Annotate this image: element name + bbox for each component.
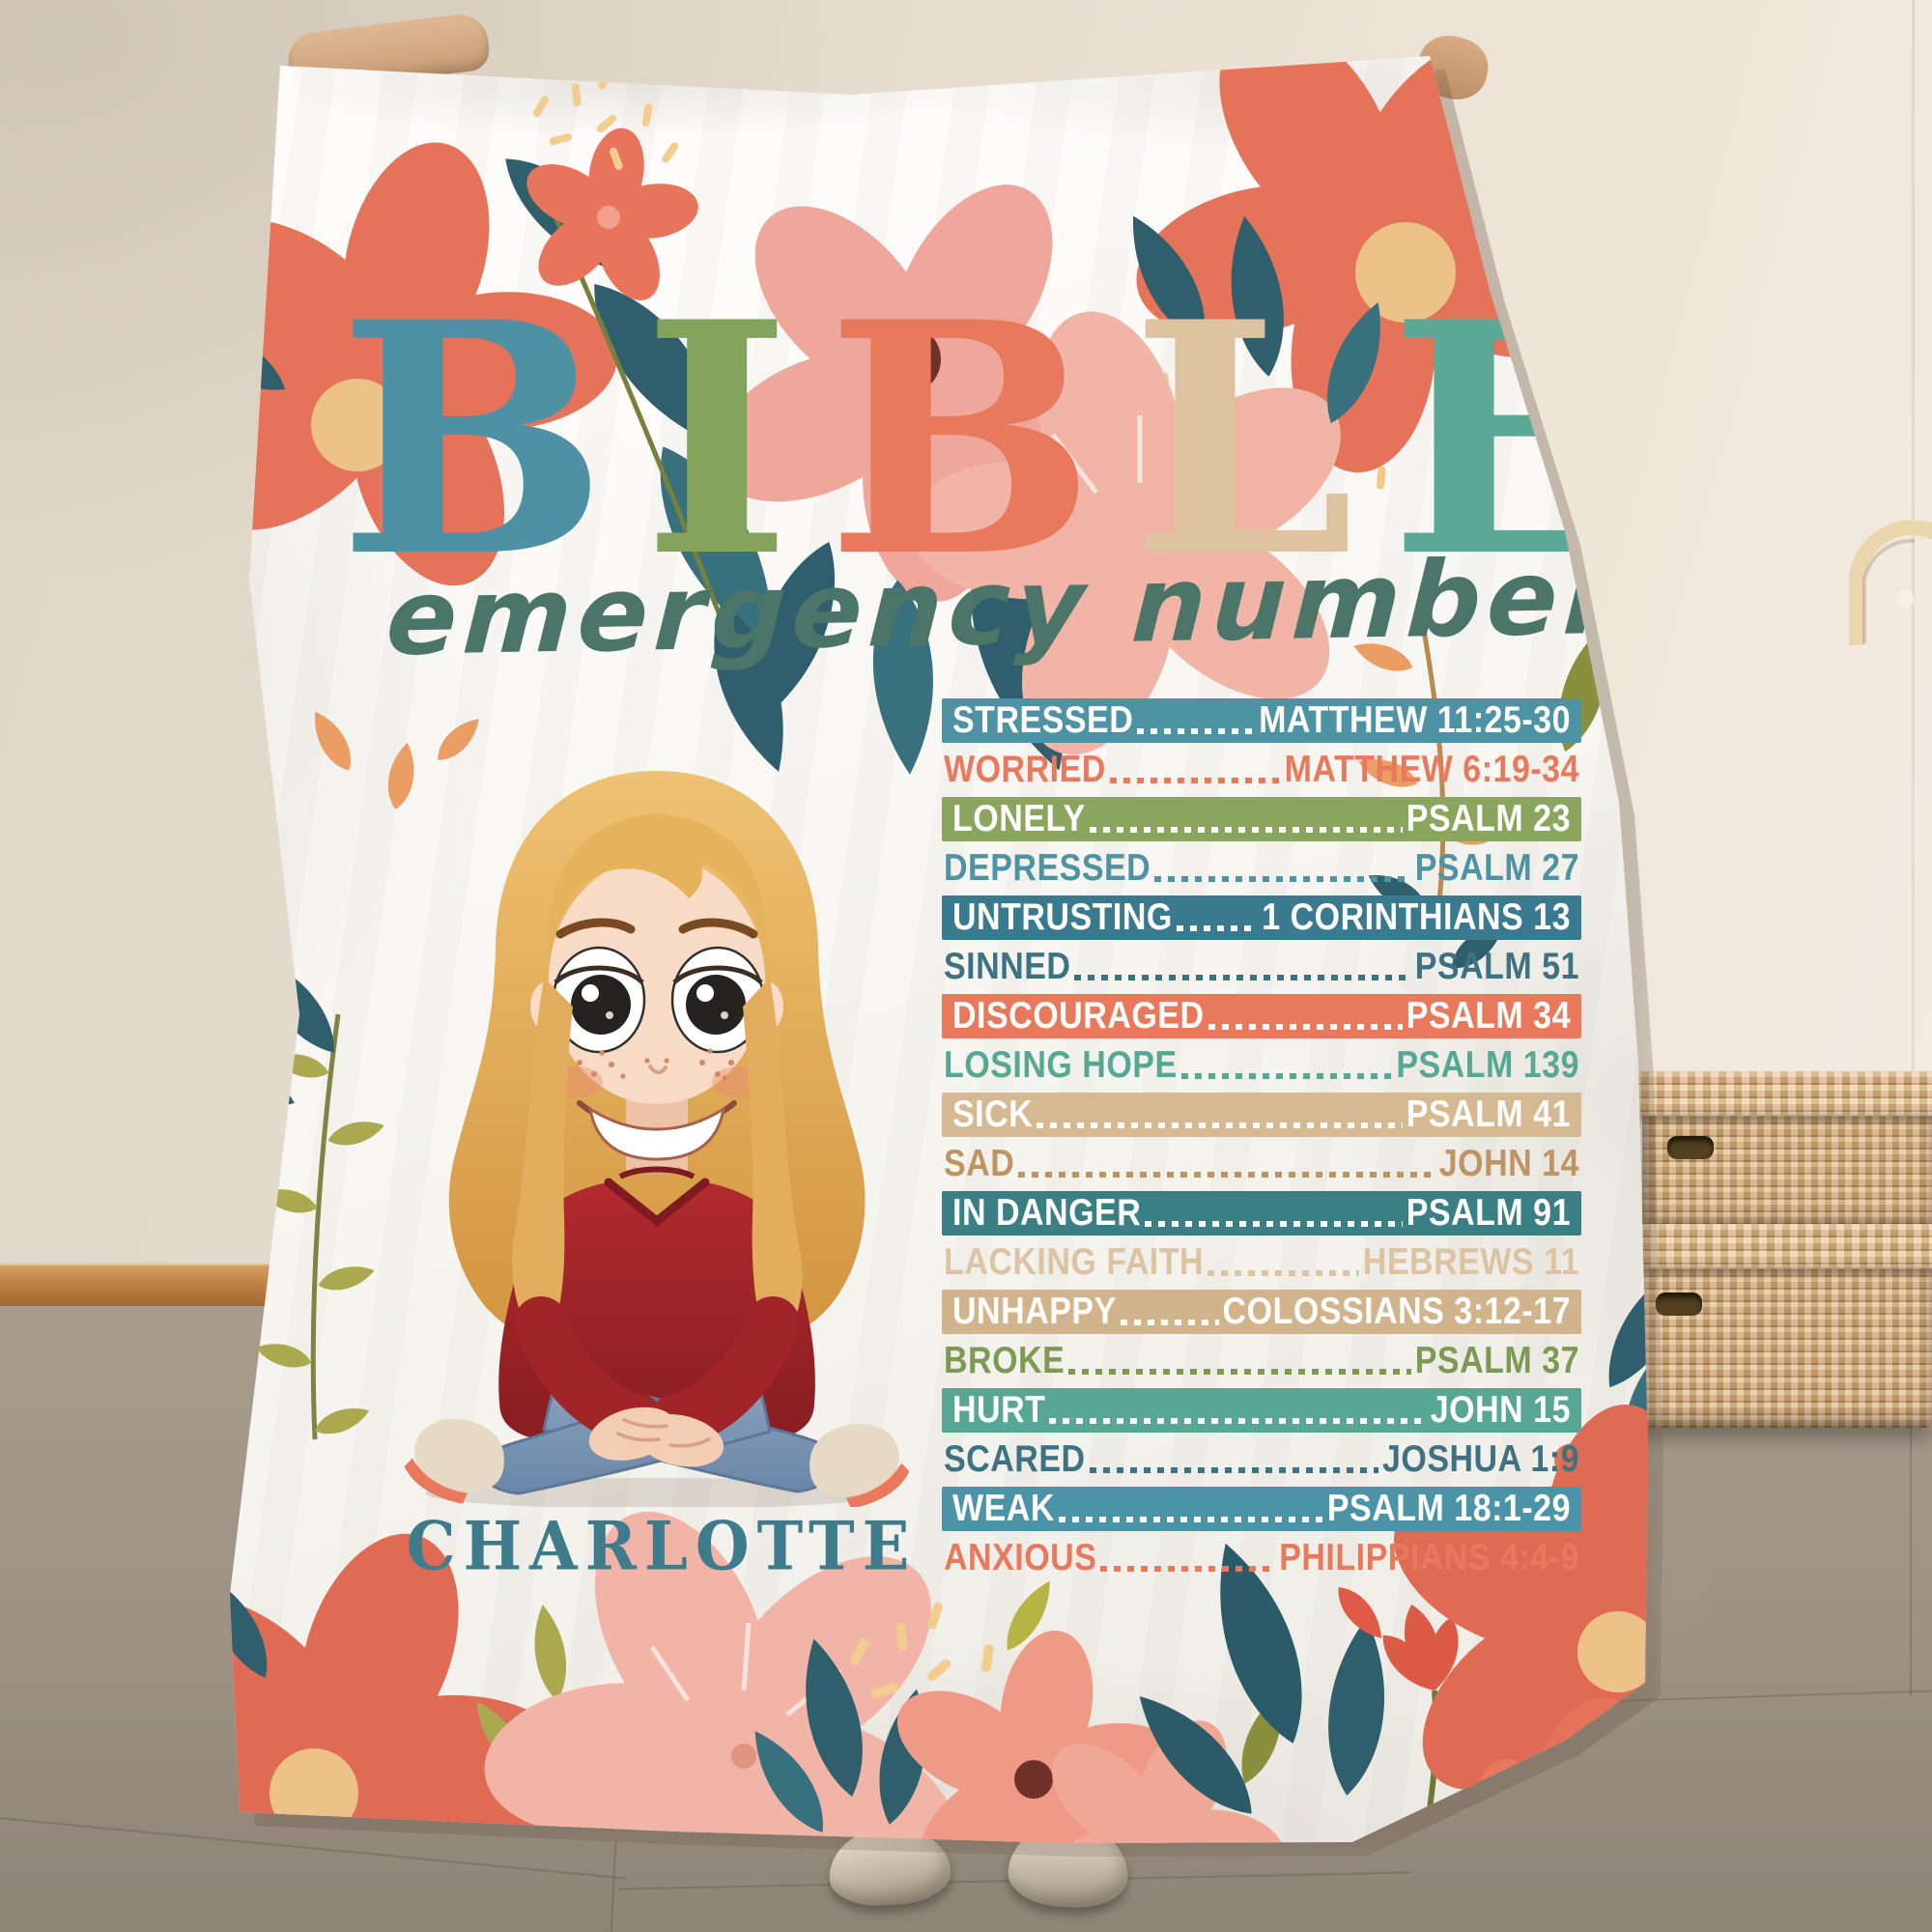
verse-feeling: HURT	[952, 1388, 1046, 1432]
verse-feeling: IN DANGER	[952, 1191, 1142, 1235]
verse-feeling: SCARED	[944, 1437, 1086, 1481]
basket-lid	[1634, 1071, 1932, 1116]
verse-dot-leader	[1176, 925, 1259, 931]
title-letter: L	[1130, 252, 1390, 627]
verse-list: STRESSED MATTHEW 11:25-30 WORRIED MATTHEW 6…	[942, 698, 1581, 1585]
girl-hair-strand-left	[512, 978, 573, 1350]
verse-reference: PHILIPPIANS 4:4-9	[1279, 1536, 1579, 1579]
personalized-blanket: BIBLE emergency numbers	[230, 56, 1692, 1843]
girl-shoes	[404, 1418, 910, 1507]
verse-row: STRESSED MATTHEW 11:25-30	[942, 698, 1581, 743]
title-letter: I	[641, 252, 827, 627]
verse-row: WORRIED MATTHEW 6:19-34	[942, 748, 1581, 792]
verse-reference: PSALM 139	[1396, 1043, 1579, 1087]
verse-row: LONELY PSALM 23	[942, 797, 1581, 841]
verse-feeling: SICK	[952, 1093, 1034, 1136]
basket-handle	[1667, 1136, 1714, 1159]
verse-feeling: WEAK	[952, 1487, 1055, 1530]
verse-row: UNHAPPY COLOSSIANS 3:12-17	[942, 1290, 1581, 1334]
verse-dot-leader	[1208, 1270, 1359, 1276]
verse-reference: PSALM 41	[1406, 1093, 1571, 1136]
verse-feeling: UNTRUSTING	[952, 895, 1173, 939]
girl-hair-strand-right	[743, 978, 803, 1354]
verse-dot-leader	[1058, 1517, 1323, 1522]
verse-reference: PSALM 91	[1406, 1191, 1571, 1235]
verse-row: DEPRESSED PSALM 27	[942, 846, 1581, 891]
verse-dot-leader	[1145, 1221, 1403, 1227]
verse-feeling: UNHAPPY	[952, 1290, 1117, 1333]
verse-row: DISCOURAGED PSALM 34	[942, 994, 1581, 1038]
verse-row: WEAK PSALM 18:1-29	[942, 1487, 1581, 1531]
wicker-basket-top	[1634, 1071, 1932, 1229]
verse-dot-leader	[1089, 1467, 1378, 1473]
verse-feeling: DEPRESSED	[944, 846, 1151, 890]
verse-row: UNTRUSTING 1 CORINTHIANS 13	[942, 895, 1581, 940]
verse-feeling: DISCOURAGED	[952, 994, 1205, 1037]
girl-freckles	[577, 1048, 734, 1081]
verse-reference: PSALM 23	[1406, 797, 1571, 840]
verse-feeling: BROKE	[944, 1339, 1065, 1382]
verse-feeling: SAD	[944, 1142, 1015, 1185]
verse-row: LACKING FAITH HEBREWS 11	[942, 1240, 1581, 1285]
verse-feeling: LOSING HOPE	[944, 1043, 1178, 1087]
verse-reference: JOSHUA 1:9	[1381, 1437, 1579, 1481]
personalized-name: CHARLOTTE	[406, 1508, 918, 1586]
basket-lid	[1620, 1224, 1932, 1268]
verse-dot-leader	[1208, 1024, 1403, 1030]
verse-dot-leader	[1100, 1566, 1276, 1572]
verse-reference: PSALM 27	[1414, 846, 1579, 890]
wicker-basket-bottom	[1620, 1224, 1932, 1428]
verse-row: IN DANGER PSALM 91	[942, 1191, 1581, 1236]
girl-hands	[588, 1406, 724, 1467]
floor-seam	[1910, 1424, 1912, 1696]
wall-corner-line	[1912, 0, 1915, 1082]
verse-row: SCARED JOSHUA 1:9	[942, 1437, 1581, 1482]
wall-hook	[1847, 481, 1932, 645]
verse-feeling: LACKING FAITH	[944, 1240, 1205, 1284]
verse-dot-leader	[1180, 1073, 1393, 1079]
verse-feeling: ANXIOUS	[944, 1536, 1097, 1579]
verse-dot-leader	[1018, 1172, 1435, 1178]
girl-bangs	[548, 813, 767, 963]
verse-reference: JOHN 15	[1430, 1388, 1571, 1432]
verse-dot-leader	[1037, 1122, 1403, 1128]
verse-row: SICK PSALM 41	[942, 1093, 1581, 1137]
title-letter: B	[338, 252, 642, 627]
basket-handle	[1656, 1293, 1702, 1316]
verse-dot-leader	[1089, 827, 1403, 833]
verse-reference: JOHN 14	[1438, 1142, 1579, 1185]
verse-reference: PSALM 18:1-29	[1326, 1487, 1571, 1530]
verse-feeling: WORRIED	[944, 748, 1106, 791]
verse-row: ANXIOUS PHILIPPIANS 4:4-9	[942, 1536, 1581, 1580]
girl-eyes	[552, 946, 765, 1054]
verse-reference: HEBREWS 11	[1362, 1240, 1579, 1284]
title-letter: B	[826, 252, 1131, 627]
verse-reference: PSALM 37	[1414, 1339, 1579, 1382]
verse-feeling: SINNED	[944, 945, 1071, 988]
verse-dot-leader	[1049, 1418, 1427, 1424]
verse-dot-leader	[1068, 1369, 1411, 1375]
verse-row: SINNED PSALM 51	[942, 945, 1581, 989]
verse-dot-leader	[1074, 975, 1411, 980]
verse-reference: COLOSSIANS 3:12-17	[1222, 1290, 1571, 1333]
verse-reference: MATTHEW 6:19-34	[1284, 748, 1579, 791]
verse-row: LOSING HOPE PSALM 139	[942, 1043, 1581, 1088]
verse-feeling: LONELY	[952, 797, 1086, 840]
verse-dot-leader	[1120, 1320, 1219, 1325]
verse-feeling: STRESSED	[952, 698, 1134, 742]
verse-row: HURT JOHN 15	[942, 1388, 1581, 1433]
verse-dot-leader	[1154, 876, 1411, 882]
girl-illustration	[404, 771, 910, 1507]
verse-row: BROKE PSALM 37	[942, 1339, 1581, 1383]
verse-reference: 1 CORINTHIANS 13	[1262, 895, 1571, 939]
blanket-subtitle: emergency numbers	[383, 535, 1692, 680]
verse-row: SAD JOHN 14	[942, 1142, 1581, 1186]
verse-dot-leader	[1137, 728, 1256, 734]
verse-reference: PSALM 51	[1414, 945, 1579, 988]
verse-reference: PSALM 34	[1406, 994, 1571, 1037]
verse-reference: MATTHEW 11:25-30	[1259, 698, 1571, 742]
verse-dot-leader	[1109, 778, 1281, 783]
